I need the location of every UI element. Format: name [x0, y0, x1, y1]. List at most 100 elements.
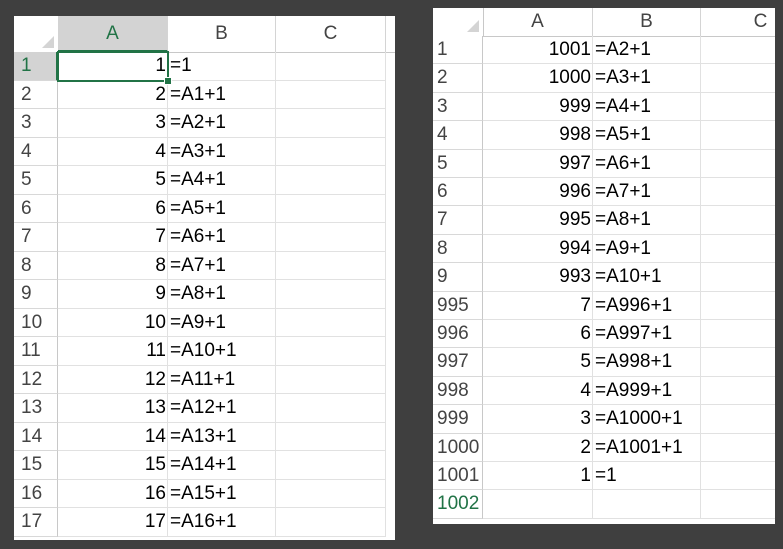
cell-a[interactable]: 1001 — [483, 36, 593, 65]
cell-b[interactable]: =A12+1 — [168, 394, 276, 423]
cell-a[interactable]: 2 — [58, 80, 168, 109]
cell-a[interactable]: 998 — [483, 121, 593, 150]
column-header-b[interactable]: B — [593, 8, 701, 36]
cell-c[interactable] — [276, 308, 386, 337]
cell-b[interactable]: =A4+1 — [168, 166, 276, 195]
cell-a[interactable]: 997 — [483, 149, 593, 178]
cell-b[interactable]: =1 — [593, 462, 701, 491]
cell-b[interactable]: =A9+1 — [168, 308, 276, 337]
cell-a[interactable]: 6 — [58, 194, 168, 223]
row-header[interactable]: 3 — [14, 109, 58, 138]
cell-a[interactable]: 2 — [483, 433, 593, 462]
cell-a[interactable]: 3 — [483, 405, 593, 434]
cell-b[interactable]: =A3+1 — [593, 64, 701, 93]
cell-c[interactable] — [701, 93, 775, 122]
row-header[interactable]: 2 — [433, 64, 483, 93]
row-header[interactable]: 7 — [433, 206, 483, 235]
row-header[interactable]: 4 — [433, 121, 483, 150]
cell-b[interactable]: =A998+1 — [593, 348, 701, 377]
cell-c[interactable] — [701, 235, 775, 264]
cell-a[interactable]: 6 — [483, 320, 593, 349]
column-header-c[interactable]: C — [701, 8, 775, 36]
cell-b[interactable]: =A6+1 — [593, 149, 701, 178]
cell-a[interactable]: 5 — [483, 348, 593, 377]
cell-c[interactable] — [276, 109, 386, 138]
row-header[interactable]: 17 — [14, 508, 58, 537]
row-header[interactable]: 9 — [14, 280, 58, 309]
row-header[interactable]: 1 — [433, 36, 483, 65]
cell-a[interactable]: 994 — [483, 234, 593, 264]
row-header[interactable]: 999 — [433, 405, 483, 434]
cell-c[interactable] — [701, 36, 775, 65]
row-header[interactable]: 4 — [14, 137, 58, 166]
cell-c[interactable] — [276, 479, 386, 508]
column-header-a[interactable]: A — [483, 8, 593, 36]
cell-a[interactable]: 7 — [58, 223, 168, 252]
cell-a[interactable]: 14 — [58, 422, 168, 451]
cell-b[interactable]: =A999+1 — [593, 376, 701, 406]
cell-c[interactable] — [701, 377, 775, 406]
row-header[interactable]: 1000 — [433, 433, 483, 462]
cell-a[interactable]: 5 — [58, 166, 168, 195]
cell-a[interactable]: 17 — [58, 508, 168, 537]
cell-a[interactable]: 993 — [483, 263, 593, 292]
cell-c[interactable] — [276, 251, 386, 280]
cell-b[interactable]: =A2+1 — [168, 109, 276, 138]
cell-a[interactable]: 999 — [483, 92, 593, 122]
cell-a[interactable] — [483, 490, 593, 519]
row-header[interactable]: 998 — [433, 376, 483, 406]
cell-b[interactable]: =A5+1 — [593, 121, 701, 150]
cell-b[interactable]: =A996+1 — [593, 291, 701, 320]
cell-a[interactable]: 4 — [58, 137, 168, 166]
row-header[interactable]: 995 — [433, 291, 483, 320]
cell-b[interactable]: =A2+1 — [593, 36, 701, 65]
cell-a[interactable]: 16 — [58, 479, 168, 508]
cell-c[interactable] — [276, 80, 386, 109]
cell-c[interactable] — [701, 121, 775, 150]
cell-c[interactable] — [276, 52, 386, 81]
cell-c[interactable] — [276, 223, 386, 252]
row-header[interactable]: 8 — [433, 234, 483, 264]
row-header[interactable]: 996 — [433, 320, 483, 349]
cell-b[interactable]: =A1000+1 — [593, 405, 701, 434]
cell-c[interactable] — [276, 508, 386, 537]
cell-c[interactable] — [701, 64, 775, 93]
cell-b[interactable]: =A1+1 — [168, 80, 276, 109]
cell-b[interactable]: =A7+1 — [593, 178, 701, 207]
cell-b[interactable]: =A3+1 — [168, 137, 276, 166]
cell-c[interactable] — [276, 394, 386, 423]
cell-a[interactable]: 995 — [483, 206, 593, 235]
cell-c[interactable] — [701, 348, 775, 377]
row-header[interactable]: 3 — [433, 92, 483, 122]
row-header[interactable]: 11 — [14, 337, 58, 366]
cell-b[interactable]: =A15+1 — [168, 479, 276, 508]
cell-a[interactable]: 7 — [483, 291, 593, 320]
row-header[interactable]: 6 — [433, 178, 483, 207]
row-header[interactable]: 8 — [14, 251, 58, 280]
row-header[interactable]: 10 — [14, 308, 58, 337]
row-header[interactable]: 5 — [433, 149, 483, 178]
cell-b[interactable]: =A6+1 — [168, 223, 276, 252]
cell-a[interactable]: 13 — [58, 394, 168, 423]
cell-c[interactable] — [276, 365, 386, 394]
cell-c[interactable] — [701, 206, 775, 235]
cell-c[interactable] — [701, 405, 775, 434]
cell-c[interactable] — [701, 462, 775, 491]
cell-c[interactable] — [701, 490, 775, 519]
row-header[interactable]: 16 — [14, 479, 58, 508]
row-header[interactable]: 13 — [14, 394, 58, 423]
cell-b[interactable]: =A7+1 — [168, 251, 276, 280]
cell-b[interactable]: =A8+1 — [168, 280, 276, 309]
row-header[interactable]: 15 — [14, 451, 58, 480]
cell-a[interactable]: 996 — [483, 178, 593, 207]
row-header[interactable]: 7 — [14, 223, 58, 252]
cell-a[interactable]: 8 — [58, 251, 168, 280]
cell-b[interactable]: =A4+1 — [593, 92, 701, 122]
cell-b[interactable]: =A997+1 — [593, 320, 701, 349]
row-header[interactable]: 5 — [14, 166, 58, 195]
row-header[interactable]: 2 — [14, 80, 58, 109]
cell-c[interactable] — [276, 137, 386, 166]
cell-a[interactable]: 11 — [58, 337, 168, 366]
row-header[interactable]: 14 — [14, 422, 58, 451]
cell-c[interactable] — [701, 150, 775, 178]
